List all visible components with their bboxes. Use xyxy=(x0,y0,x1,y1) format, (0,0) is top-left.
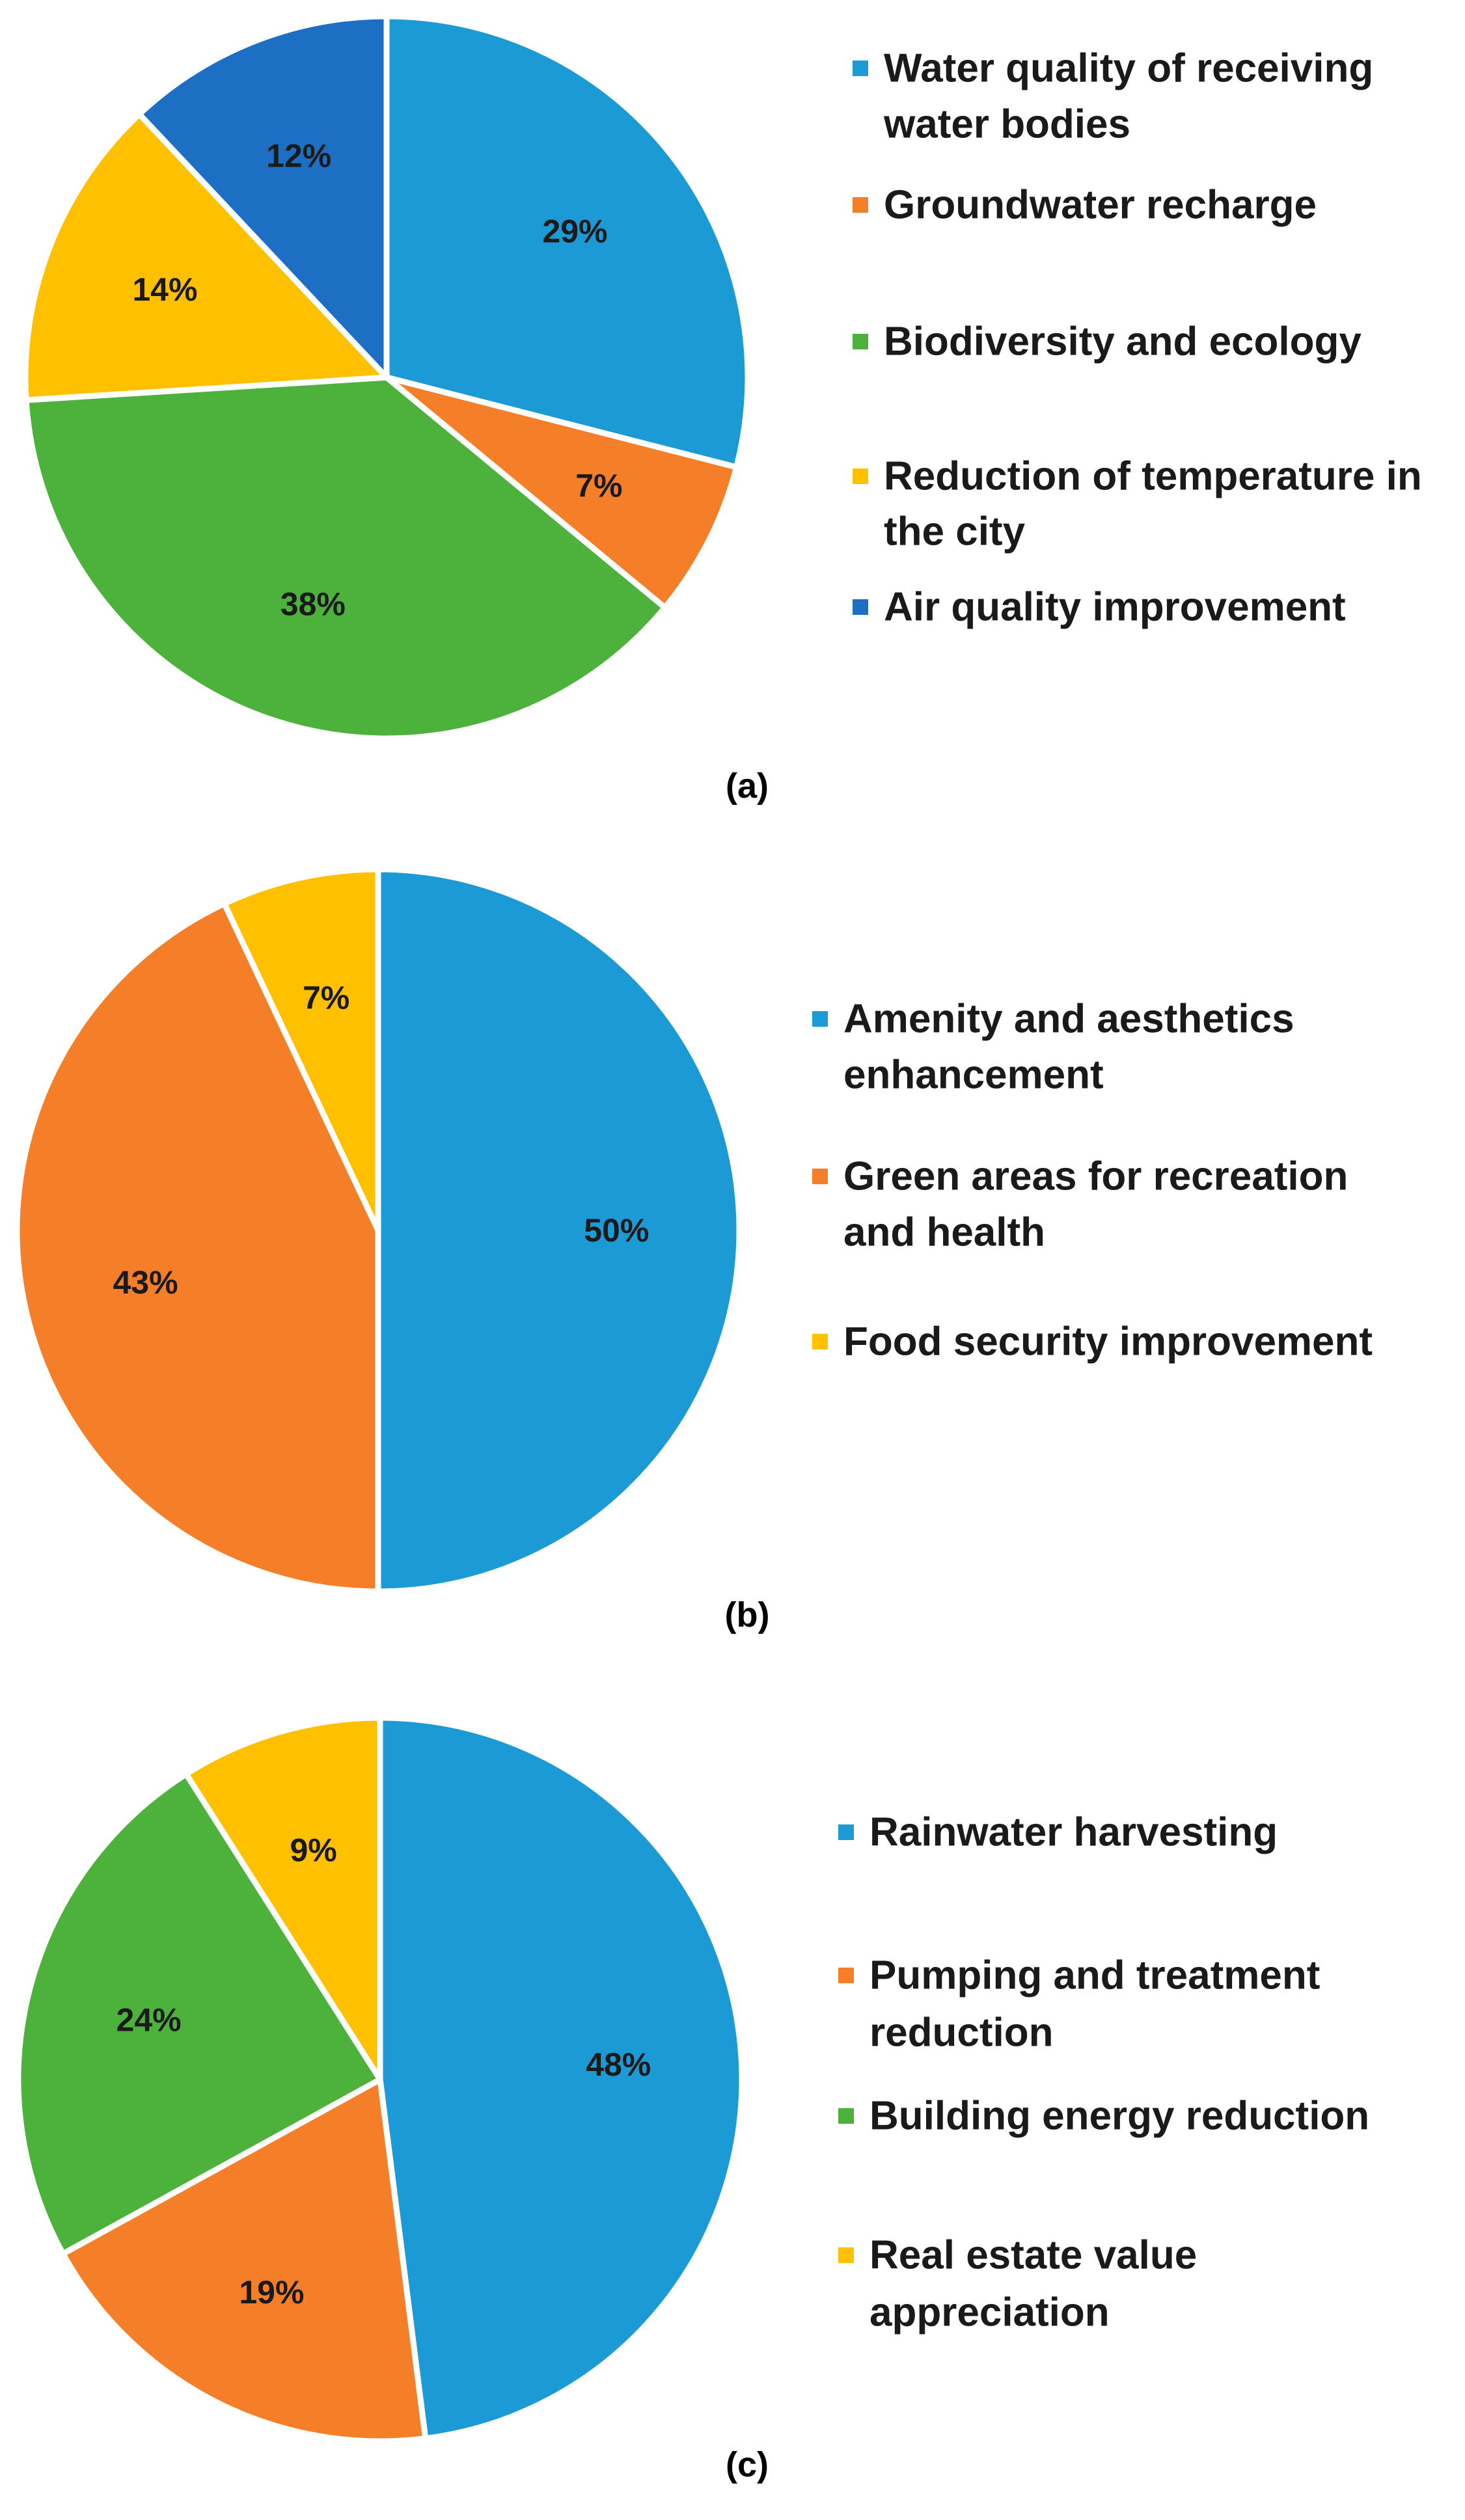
legend-label: and health xyxy=(843,1210,1045,1255)
slice-percent-label: 19% xyxy=(239,2274,304,2310)
slice-percent-label: 9% xyxy=(290,1832,336,1869)
pie-chart-a: 29% 7% 38% 14% 12% Water quality of receiving… xyxy=(22,13,1422,806)
legend-label: enhancement xyxy=(843,1053,1104,1098)
legend-label: Amenity and aesthetics xyxy=(843,997,1294,1042)
pie-slice xyxy=(383,374,740,611)
pie-slice xyxy=(14,901,381,1595)
legend-label: Groundwater recharge xyxy=(884,183,1317,228)
legend-swatch xyxy=(853,61,868,76)
legend-label: Food security improvement xyxy=(843,1320,1373,1364)
pie-slice xyxy=(383,13,751,470)
legend-label: the city xyxy=(884,509,1026,554)
legend-label: Pumping and treatment xyxy=(869,1953,1320,1998)
pie-slice xyxy=(221,866,381,1234)
legend-label: Rainwater harvesting xyxy=(869,1810,1278,1855)
legend-swatch xyxy=(812,1169,828,1184)
slice-percent-label: 7% xyxy=(303,980,349,1016)
slice-percent-label: 14% xyxy=(132,271,197,308)
pie-chart-c: 48% 19% 24% 9% Rainwater harvesting Pumping a… xyxy=(15,1714,1369,2484)
pie-slice xyxy=(183,1714,383,2083)
panel-label: (a) xyxy=(726,766,769,806)
legend-swatch xyxy=(838,1824,854,1840)
slice-percent-label: 12% xyxy=(266,137,331,174)
legend-label: Water quality of receiving xyxy=(884,46,1373,91)
pie-chart-b: 50% 43% 7% Amenity and aesthetics enhancemen… xyxy=(14,866,1373,1634)
legend-label: Reduction of temperature in xyxy=(884,454,1422,499)
pie-slice xyxy=(136,13,390,381)
legend-label: Air quality improvement xyxy=(884,585,1346,630)
slice-percent-label: 48% xyxy=(586,2046,651,2083)
legend-swatch xyxy=(853,334,868,349)
legend-label: appreciation xyxy=(869,2290,1110,2335)
legend-swatch xyxy=(838,1968,854,1983)
legend-label: Green areas for recreation xyxy=(843,1154,1348,1199)
pie-slice xyxy=(375,866,743,1595)
legend-swatch xyxy=(853,599,868,615)
legend-swatch xyxy=(838,2108,854,2124)
legend-swatch xyxy=(812,1011,828,1027)
legend-swatch xyxy=(838,2247,854,2263)
legend-label: Biodiversity and ecology xyxy=(884,319,1362,364)
slice-percent-label: 24% xyxy=(116,2002,182,2039)
pie-slice xyxy=(23,374,668,742)
legend-swatch xyxy=(853,468,868,484)
slice-percent-label: 43% xyxy=(113,1264,178,1301)
pie-slice xyxy=(60,2076,429,2445)
slice-percent-label: 50% xyxy=(584,1212,649,1249)
legend-label: Real estate value xyxy=(869,2233,1197,2278)
slice-percent-label: 29% xyxy=(542,213,607,249)
slice-percent-label: 38% xyxy=(281,586,346,622)
pie-slice xyxy=(15,1771,383,2257)
slice-percent-label: 7% xyxy=(575,467,622,504)
pie-slice xyxy=(377,1714,745,2442)
legend-label: water bodies xyxy=(883,102,1130,147)
legend-label: reduction xyxy=(869,2011,1053,2055)
legend-label: Building energy reduction xyxy=(869,2094,1369,2139)
legend-swatch xyxy=(812,1334,828,1349)
legend-swatch xyxy=(853,197,868,213)
panel-label: (b) xyxy=(725,1595,770,1634)
panel-label: (c) xyxy=(726,2445,769,2484)
pie-slice xyxy=(22,111,390,403)
